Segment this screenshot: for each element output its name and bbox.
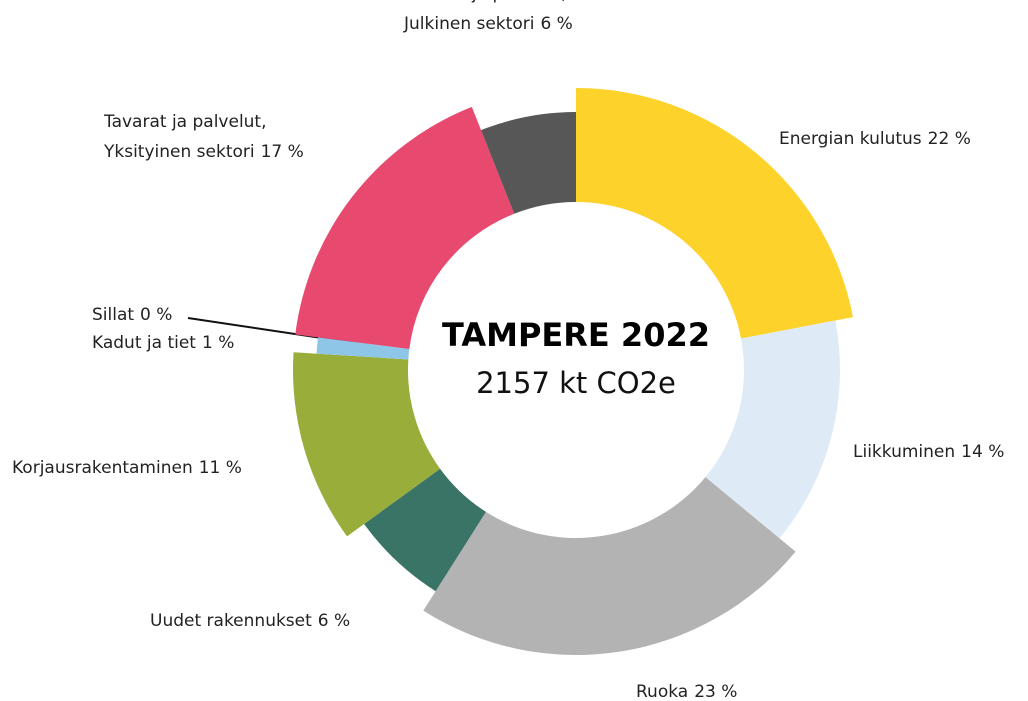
donut-segment	[295, 106, 515, 349]
label-line: Sillat	[92, 305, 134, 325]
segment-label: Ruoka	[636, 682, 688, 701]
segment-label: Tavarat ja palvelut, Yksityinen sektori	[103, 112, 267, 162]
label-line: Liikkuminen	[853, 442, 955, 462]
value-label: 17 %	[261, 142, 304, 162]
segment-label: Kadut ja tiet	[92, 333, 196, 353]
donut-segment	[423, 477, 796, 655]
value-label: 6 %	[540, 14, 572, 34]
value-label: 22 %	[928, 129, 971, 149]
chart-subtitle: 2157 kt CO2e	[476, 366, 676, 400]
segment-label: Korjausrakentaminen	[12, 458, 193, 478]
label-line: Uudet rakennukset	[150, 611, 312, 631]
label-line: Tavarat ja palvelut,	[103, 112, 267, 132]
donut-segment	[293, 352, 441, 537]
value-label: 23 %	[694, 682, 737, 701]
donut-segment	[364, 468, 486, 592]
label-line: Tavarat ja palvelut,	[403, 0, 567, 4]
value-label: 6 %	[318, 611, 350, 631]
segment-label: Uudet rakennukset	[150, 611, 312, 631]
donut-segment	[576, 88, 854, 339]
chart-title: TAMPERE 2022	[442, 316, 710, 354]
value-label: 1 %	[202, 333, 234, 353]
label-line: Julkinen sektori	[403, 14, 534, 34]
segment-label: Tavarat ja palvelut, Julkinen sektori	[403, 0, 567, 34]
value-label: 0 %	[140, 305, 172, 325]
segment-label: Energian kulutus	[779, 129, 922, 149]
label-line: Energian kulutus	[779, 129, 922, 149]
donut-segment	[316, 337, 410, 360]
donut-segment	[481, 112, 576, 214]
label-line: Kadut ja tiet	[92, 333, 196, 353]
value-label: 14 %	[961, 442, 1004, 462]
segment-label: Sillat	[92, 305, 134, 325]
label-line: Korjausrakentaminen	[12, 458, 193, 478]
donut-segment	[705, 320, 840, 539]
label-line: Yksityinen sektori	[103, 142, 255, 162]
segment-label: Liikkuminen	[853, 442, 955, 462]
label-line: Ruoka	[636, 682, 688, 701]
value-label: 11 %	[199, 458, 242, 478]
